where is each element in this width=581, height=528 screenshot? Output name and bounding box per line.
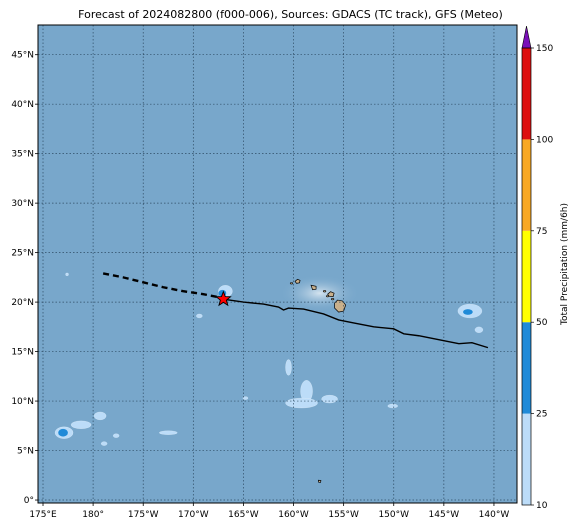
island-islet xyxy=(322,290,327,293)
map-title: Forecast of 2024082800 (f000-006), Sourc… xyxy=(78,8,503,21)
lat-tick-label: 15°N xyxy=(11,348,34,358)
lon-tick-label: 175°W xyxy=(128,510,159,520)
colorbar-tick-label: 25 xyxy=(536,410,547,420)
past-track-line xyxy=(102,272,224,300)
precip-patch-light xyxy=(65,272,69,277)
island-johnston xyxy=(317,479,322,483)
lat-tick-label: 5°N xyxy=(17,447,34,457)
lat-tick-label: 10°N xyxy=(11,397,34,407)
lat-tick-label: 25°N xyxy=(11,249,34,259)
lon-tick-label: 140°W xyxy=(479,510,510,520)
precip-patch-light xyxy=(387,403,398,409)
precip-patch-moderate xyxy=(462,308,474,316)
lat-tick-label: 35°N xyxy=(11,150,34,160)
lon-tick-label: 180° xyxy=(82,510,104,520)
island-hawaii xyxy=(334,299,347,313)
precipitation-layer xyxy=(54,272,484,446)
storm-position-star xyxy=(215,290,232,307)
longitude-axis: 175°E 180° 175°W 170°W 165°W 160°W 155°W 150°W 1… xyxy=(29,503,509,520)
colorbar-tick-label: 75 xyxy=(536,227,547,237)
precip-patch-light xyxy=(285,397,318,409)
lon-tick-label: 175°E xyxy=(29,510,57,520)
island-kauai xyxy=(294,278,301,284)
gridlines xyxy=(38,25,517,503)
colorbar-tick-label: 50 xyxy=(536,318,548,328)
precip-patch-light xyxy=(100,441,108,446)
lon-tick-label: 150°W xyxy=(378,510,409,520)
precip-patch-light xyxy=(159,430,178,435)
colorbar-tick-label: 150 xyxy=(536,44,553,54)
map-panel[interactable] xyxy=(37,24,518,504)
ocean-background xyxy=(38,25,517,503)
map-frame xyxy=(37,24,518,504)
colorbar-segment xyxy=(522,48,531,140)
island-haze xyxy=(279,275,360,312)
latitude-axis: 0° 5°N 10°N 15°N 20°N 25°N 30°N 35°N 40°N 45°N xyxy=(11,51,38,506)
lon-tick-label: 170°W xyxy=(178,510,209,520)
precip-patch-light xyxy=(112,433,120,438)
colorbar-tick-label: 100 xyxy=(536,135,553,145)
colorbar-segment xyxy=(522,139,531,231)
precip-patch-light xyxy=(474,326,484,333)
colorbar: 10 25 50 75 100 150 xyxy=(521,25,553,511)
lat-tick-label: 40°N xyxy=(11,100,34,110)
precip-patch-light xyxy=(321,394,338,404)
island-islet xyxy=(331,298,335,301)
precip-patch-light xyxy=(70,420,92,429)
precip-patch-light xyxy=(93,411,107,421)
colorbar-segment xyxy=(522,413,531,505)
lat-tick-label: 45°N xyxy=(11,51,34,61)
island-islet xyxy=(326,295,330,298)
colorbar-tick-label: 10 xyxy=(536,501,548,511)
lon-tick-label: 165°W xyxy=(228,510,259,520)
lon-tick-label: 155°W xyxy=(328,510,359,520)
precip-patch-light xyxy=(285,359,292,376)
colorbar-extend-arrow xyxy=(521,25,532,49)
lat-tick-label: 30°N xyxy=(11,199,34,209)
island-islet xyxy=(289,282,294,285)
precip-patch-moderate xyxy=(57,428,69,437)
storm-track xyxy=(102,272,489,349)
lat-tick-label: 0° xyxy=(24,496,34,506)
precip-patch-light xyxy=(242,396,249,400)
colorbar-segment xyxy=(522,230,531,323)
lon-tick-label: 145°W xyxy=(429,510,460,520)
precip-patch-light xyxy=(196,313,203,319)
forecast-track-line xyxy=(223,298,489,349)
colorbar-segment xyxy=(522,322,531,414)
colorbar-label: Total Precipitation (mm/6h) xyxy=(560,203,570,326)
lon-tick-label: 160°W xyxy=(278,510,309,520)
lat-tick-label: 20°N xyxy=(11,298,34,308)
colorbar-outline xyxy=(521,47,532,506)
island-oahu xyxy=(310,284,317,291)
